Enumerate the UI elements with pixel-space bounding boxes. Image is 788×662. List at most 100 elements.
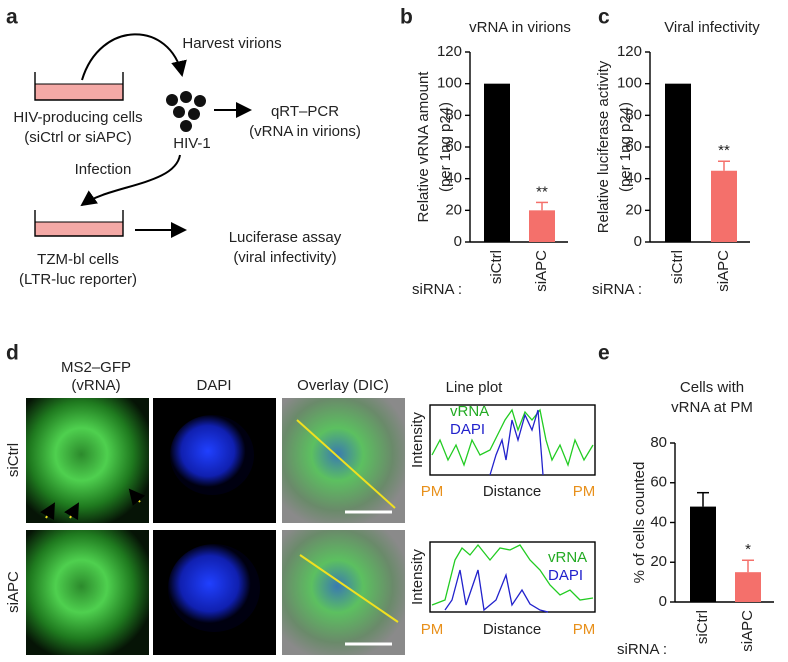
series-label: DAPI [548,567,583,584]
y-tick-label: 20 [650,553,667,570]
arrow [80,154,181,207]
dish [34,83,124,101]
diagram: Harvest virions HIV-producing cells (siC… [13,33,361,288]
y-tick-label: 60 [445,138,462,155]
chart-title: vRNA in virions [469,19,571,36]
axis-label: Intensity [409,412,426,468]
plot-frame [429,541,596,613]
y-tick-label: 20 [625,201,642,218]
y-tick-label: 20 [445,201,462,218]
chart-title: vRNA at PM [671,399,753,416]
column-header: DAPI [196,377,231,394]
image [26,398,149,523]
dish-wall [34,72,124,101]
pm-marker: PM [573,621,596,638]
panel-label: a [6,6,18,29]
y-tick-label: 0 [634,233,642,250]
series-label: vRNA [450,403,489,420]
x-tick-label: siAPC [715,250,732,292]
panel-label: d [6,342,19,365]
y-tick-label: 40 [625,170,642,187]
y-tick-label: 120 [617,43,642,60]
bar [711,170,737,242]
y-tick-label: 80 [650,434,667,451]
y-tick-label: 100 [437,75,462,92]
dish-wall [34,210,124,237]
y-tick-label: 0 [454,233,462,250]
bar [735,572,761,602]
y-axis-label: Relative vRNA amount [415,71,432,223]
nucleus [168,544,260,632]
bar [529,210,555,242]
plot-frame [429,404,596,476]
y-tick-label: 120 [437,43,462,60]
label: Harvest virions [182,35,281,52]
label: (vRNA in virions) [249,123,361,140]
label: TZM-bl cells [37,251,119,268]
y-tick-label: 60 [650,474,667,491]
chart-title: Viral infectivity [664,19,760,36]
nucleus [170,415,254,495]
plot-title: Line plot [446,379,504,396]
x-tick-label: siAPC [533,250,550,292]
pm-marker: PM [421,621,444,638]
y-tick-label: 40 [650,513,667,530]
trace [431,408,594,468]
image [26,530,149,655]
y-tick-label: 40 [445,170,462,187]
arrows [40,488,146,521]
axis-label: Intensity [409,549,426,605]
row-label: siCtrl [5,443,22,477]
y-axis-label: Relative luciferase activity [595,60,612,233]
line-scan [299,554,399,623]
pm-marker: PM [573,483,596,500]
column-header: Overlay (DIC) [297,377,389,394]
column-header: MS2–GFP [61,359,131,376]
x-tick-label: siCtrl [669,250,686,284]
y-tick-label: 80 [625,106,642,123]
x-axis-label: siRNA : [617,641,667,658]
series-label: vRNA [548,549,587,566]
virions [166,91,206,132]
line-scan [296,419,396,509]
column-header: (vRNA) [71,377,120,394]
bar [484,83,510,243]
significance: ** [536,183,548,200]
label: (viral infectivity) [233,249,336,266]
label: Infection [75,161,132,178]
chart-title: Cells with [680,379,744,396]
significance: * [745,541,751,558]
y-tick-label: 0 [659,593,667,610]
y-tick-label: 60 [625,138,642,155]
panel-label: e [598,342,610,365]
axis-label: Distance [483,483,541,500]
y-axis-label: % of cells counted [631,462,648,584]
label: HIV-1 [173,135,211,152]
dish [34,221,124,237]
microscopy: MS2–GFP (vRNA) DAPI Overlay (DIC) siCtrl… [5,359,596,655]
series-label: DAPI [450,421,485,438]
label: (siCtrl or siAPC) [24,129,132,146]
label: HIV-producing cells [13,109,142,126]
x-axis-label: siRNA : [412,281,462,298]
y-axis-label: (per 1ng p24) [617,102,634,192]
label: Luciferase assay [229,229,342,246]
trace [431,543,594,606]
panel-label: b [400,6,413,29]
bar [665,83,691,243]
significance: ** [718,142,730,159]
label: qRT–PCR [271,103,339,120]
trace [489,409,544,476]
x-tick-label: siAPC [739,610,756,652]
bar [690,506,716,602]
trace [444,569,549,613]
axis-label: Distance [483,621,541,638]
label: (LTR-luc reporter) [19,271,137,288]
x-axis-label: siRNA : [592,281,642,298]
image [282,530,405,655]
y-tick-label: 100 [617,75,642,92]
y-axis-label: (per 1ng p24) [437,102,454,192]
arrow [81,33,187,81]
pm-marker: PM [421,483,444,500]
